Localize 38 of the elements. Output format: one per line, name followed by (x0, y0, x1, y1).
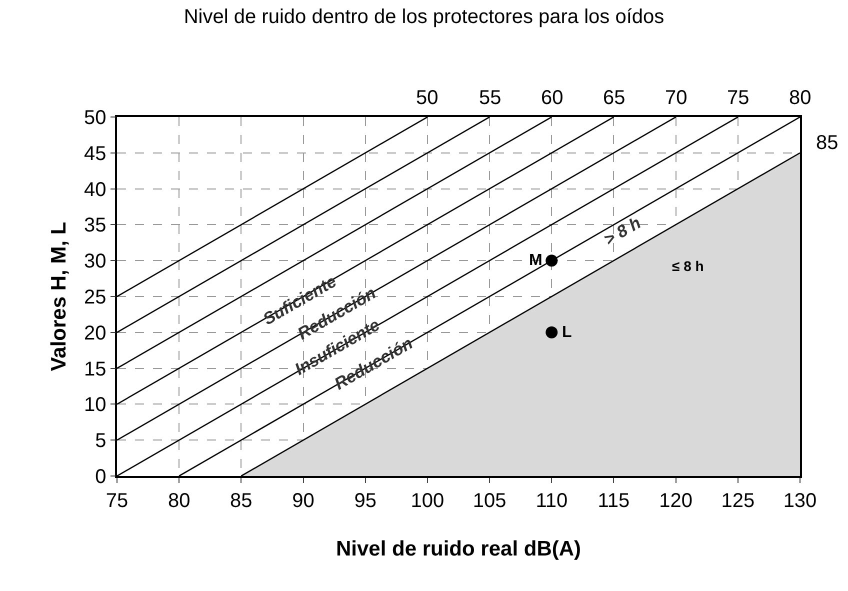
annotation: > 8 h (600, 213, 644, 250)
x-tick-label: 85 (230, 490, 252, 512)
x-tick-label: 95 (354, 490, 376, 512)
y-tick-label: 15 (84, 358, 106, 380)
series-label: 80 (789, 87, 812, 109)
annotation: ≤ 8 h (672, 258, 704, 274)
series-label: M (529, 252, 542, 269)
x-tick-label: 125 (721, 490, 755, 512)
x-tick-label: 120 (659, 490, 693, 512)
series-label: 70 (665, 87, 688, 109)
x-tick-label: 115 (598, 490, 630, 512)
x-tick-label: 100 (410, 490, 444, 512)
series-label: 55 (479, 87, 502, 109)
y-tick-label: 5 (95, 430, 106, 452)
x-tick-label: 75 (106, 490, 128, 512)
y-tick-label: 50 (84, 107, 106, 129)
chart-title: Nivel de ruido dentro de los protectores para los oídos (184, 6, 664, 28)
series-label: 75 (727, 87, 750, 109)
x-tick-label: 130 (783, 490, 817, 512)
series-label: 60 (541, 87, 564, 109)
series-label: 65 (603, 87, 626, 109)
y-tick-label: 40 (84, 178, 106, 201)
y-tick-label: 30 (84, 250, 106, 273)
x-tick-label: 105 (472, 490, 506, 512)
x-tick-label: 90 (292, 490, 314, 512)
x-tick-label: 80 (168, 490, 190, 512)
series-label: 50 (416, 87, 438, 109)
x-axis-title: Nivel de ruido real dB(A) (336, 537, 582, 560)
series-label: L (562, 324, 572, 341)
y-tick-label: 35 (84, 214, 106, 237)
series-label: 85 (816, 132, 838, 154)
y-tick-label: 45 (84, 142, 106, 165)
y-tick-label: 0 (95, 466, 106, 488)
y-tick-label: 25 (84, 286, 106, 308)
x-tick-label: 110 (536, 490, 568, 512)
y-axis-title: Valores H, M, L (48, 222, 71, 372)
y-tick-label: 20 (84, 322, 106, 344)
y-tick-label: 10 (84, 394, 106, 416)
